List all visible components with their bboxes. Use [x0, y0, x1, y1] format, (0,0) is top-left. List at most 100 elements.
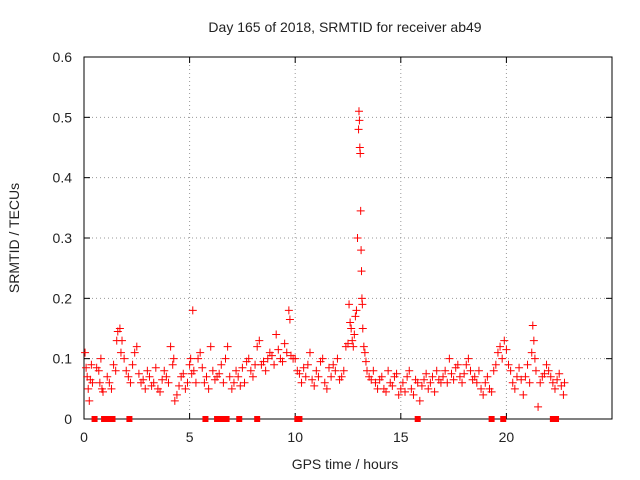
y-axis-label: SRMTID / TECUs	[6, 183, 22, 293]
data-point	[87, 360, 96, 369]
data-point	[236, 381, 245, 390]
data-point	[424, 384, 433, 393]
data-point	[297, 378, 306, 387]
data-point	[548, 378, 557, 387]
data-point	[94, 366, 103, 375]
data-point	[536, 378, 545, 387]
data-point	[191, 378, 200, 387]
data-point	[464, 354, 473, 363]
data-point	[356, 149, 365, 158]
data-point	[109, 360, 118, 369]
data-point	[320, 378, 329, 387]
data-point	[128, 360, 137, 369]
y-tick-label: 0.6	[53, 49, 73, 65]
x-axis-label: GPS time / hours	[292, 456, 399, 472]
data-point	[331, 366, 340, 375]
data-point	[151, 363, 160, 372]
data-point	[130, 348, 139, 357]
chart-title: Day 165 of 2018, SRMTID for receiver ab4…	[208, 19, 481, 35]
data-point	[407, 384, 416, 393]
data-point	[134, 369, 143, 378]
data-point	[347, 324, 356, 333]
zero-point	[500, 416, 507, 422]
data-point	[118, 336, 127, 345]
data-point	[232, 366, 241, 375]
data-point	[354, 107, 363, 116]
data-point	[198, 363, 207, 372]
data-point	[500, 336, 509, 345]
grid	[84, 57, 612, 419]
data-point	[310, 381, 319, 390]
data-point	[474, 366, 483, 375]
data-point	[426, 378, 435, 387]
data-point	[491, 360, 500, 369]
data-point	[285, 315, 294, 324]
data-point	[339, 366, 348, 375]
data-point	[120, 354, 129, 363]
data-point	[521, 372, 530, 381]
data-point	[534, 402, 543, 411]
data-point	[472, 378, 481, 387]
data-point	[443, 378, 452, 387]
data-point	[124, 372, 133, 381]
data-point	[396, 384, 405, 393]
data-point	[88, 378, 97, 387]
data-point	[405, 366, 414, 375]
data-point	[215, 369, 224, 378]
data-point	[415, 396, 424, 405]
data-point	[111, 366, 120, 375]
data-point	[225, 372, 234, 381]
data-point	[498, 354, 507, 363]
data-point	[502, 345, 511, 354]
data-point	[189, 366, 198, 375]
data-point	[246, 366, 255, 375]
zero-point	[218, 416, 225, 422]
data-point	[466, 366, 475, 375]
data-point	[550, 384, 559, 393]
data-point	[282, 348, 291, 357]
data-point	[172, 390, 181, 399]
data-point	[227, 384, 236, 393]
data-point	[530, 354, 539, 363]
y-tick-label: 0.1	[53, 351, 73, 367]
x-tick-label: 20	[499, 429, 515, 445]
y-tick-label: 0.5	[53, 109, 73, 125]
zero-point	[549, 416, 556, 422]
data-point	[371, 378, 380, 387]
zero-point	[236, 416, 243, 422]
data-point	[221, 354, 230, 363]
data-point	[107, 384, 116, 393]
data-point	[122, 366, 131, 375]
data-point	[291, 354, 300, 363]
data-point	[217, 360, 226, 369]
data-point	[398, 378, 407, 387]
data-point	[352, 306, 361, 315]
axis-ticks: 0 5 10 15 20 0 0.1 0.2 0.3 0.4 0.5 0.6	[53, 49, 612, 445]
data-point	[169, 354, 178, 363]
data-point	[546, 372, 555, 381]
data-point	[324, 363, 333, 372]
data-point	[301, 372, 310, 381]
data-point	[354, 125, 363, 134]
data-point	[261, 366, 270, 375]
zero-point	[126, 416, 133, 422]
data-point	[162, 372, 171, 381]
data-point	[274, 345, 283, 354]
data-point	[143, 366, 152, 375]
data-point	[145, 372, 154, 381]
data-point	[299, 363, 308, 372]
data-point	[430, 387, 439, 396]
data-point	[126, 378, 135, 387]
data-point	[164, 378, 173, 387]
data-point	[267, 351, 276, 360]
data-point	[132, 342, 141, 351]
data-point	[200, 378, 209, 387]
data-point	[350, 330, 359, 339]
data-point	[540, 369, 549, 378]
data-point	[531, 366, 540, 375]
data-point	[382, 387, 391, 396]
data-point	[259, 357, 268, 366]
data-point	[244, 354, 253, 363]
data-point	[479, 390, 488, 399]
data-point	[504, 360, 513, 369]
